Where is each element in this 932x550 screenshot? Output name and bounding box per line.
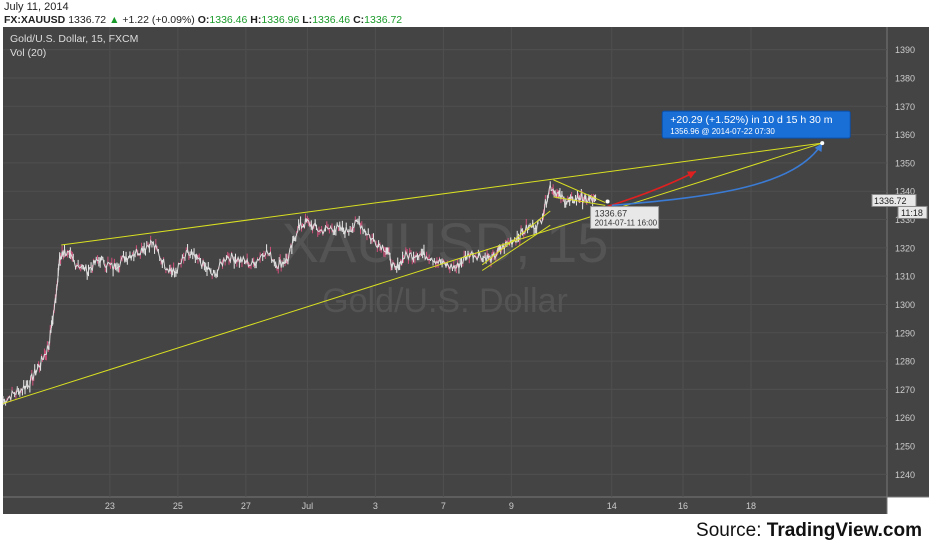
high-value: 1336.96: [261, 14, 300, 26]
y-tick-label: 1390: [895, 45, 915, 55]
symbol[interactable]: FX:XAUUSD: [4, 14, 66, 26]
projection-arrows: [601, 142, 823, 209]
countdown-tag-text: 11:18: [901, 208, 923, 218]
point-anchor: [605, 199, 610, 204]
legend-instrument[interactable]: Gold/U.S. Dollar, 15, FXCM: [10, 33, 138, 45]
price-chart[interactable]: XAUUSD, 15 Gold/U.S. Dollar Gold/U.S. Do…: [0, 0, 932, 514]
wedge-lower[interactable]: [481, 224, 551, 271]
countdown-tag: [897, 205, 928, 219]
measure-callout-line2: 1356.96 @ 2014-07-22 07:30: [670, 127, 775, 136]
wedge-upper[interactable]: [481, 210, 551, 266]
point-callout-line1: 1336.67: [595, 209, 628, 219]
flag-bottom[interactable]: [553, 196, 606, 206]
watermark-name: Gold/U.S. Dollar: [322, 282, 568, 320]
source-prefix: Source:: [696, 520, 767, 541]
close-value: 1336.72: [364, 14, 403, 26]
low-value: 1336.46: [312, 14, 351, 26]
upper-channel[interactable]: [61, 142, 823, 246]
footer: Source: TradingView.com: [0, 514, 932, 550]
x-axis-ticks: 23 25 27 Jul 3 7 9 14 16 18: [105, 501, 756, 511]
y-tick-label: 1290: [895, 328, 915, 338]
measure-callout-line1: +20.29 (+1.52%) in 10 d 15 h 30 m: [670, 114, 833, 126]
time-axis[interactable]: [3, 497, 887, 514]
price-labels: 1336.72 11:18: [871, 194, 928, 219]
price-line: [2, 184, 597, 404]
last-price-tag: [871, 194, 917, 208]
close-label: C:: [353, 14, 365, 26]
y-tick-label: 1370: [895, 102, 915, 112]
flag-top[interactable]: [553, 179, 606, 204]
y-tick-label: 1300: [895, 300, 915, 310]
y-tick-label: 1330: [895, 215, 915, 225]
callouts: +20.29 (+1.52%) in 10 d 15 h 30 m1356.96…: [590, 110, 851, 230]
low-label: L:: [302, 14, 313, 26]
chart-date: July 11, 2014: [4, 1, 69, 13]
trendlines: [2, 142, 823, 405]
y-tick-label: 1320: [895, 243, 915, 253]
red-projection-head: [687, 171, 696, 179]
open-value: 1336.46: [209, 14, 248, 26]
price-change: +1.22 (+0.09%): [122, 14, 195, 26]
price-series: [2, 181, 597, 406]
y-axis-ticks: 1240 1250 1260 1270 1280 1290 1300 1310 1320 1330…: [895, 45, 915, 480]
blue-projection-head: [814, 143, 823, 152]
x-tick-label: 18: [746, 501, 756, 511]
y-tick-label: 1360: [895, 130, 915, 140]
point-callout-box[interactable]: [590, 206, 660, 230]
y-tick-label: 1350: [895, 158, 915, 168]
y-tick-label: 1240: [895, 470, 915, 480]
y-tick-label: 1340: [895, 187, 915, 197]
x-tick-label: 14: [607, 501, 617, 511]
measure-anchor: [820, 141, 825, 146]
y-tick-label: 1310: [895, 272, 915, 282]
x-tick-label: Jul: [302, 501, 314, 511]
y-tick-label: 1280: [895, 357, 915, 367]
last-price-tag-text: 1336.72: [874, 196, 907, 206]
x-tick-label: 27: [241, 501, 251, 511]
x-tick-label: 9: [509, 501, 514, 511]
up-arrow-icon: ▲: [109, 14, 120, 26]
x-tick-label: 25: [173, 501, 183, 511]
quote-line: FX:XAUUSD 1336.72 ▲ +1.22 (+0.09%) O:133…: [4, 14, 402, 26]
x-tick-label: 7: [441, 501, 446, 511]
point-callout-line2: 2014-07-11 16:00: [595, 219, 658, 228]
y-tick-label: 1250: [895, 442, 915, 452]
lower-channel[interactable]: [2, 142, 823, 405]
y-tick-label: 1380: [895, 73, 915, 83]
open-label: O:: [197, 14, 210, 26]
grid: [3, 27, 887, 497]
measure-callout-box[interactable]: [661, 110, 851, 139]
x-tick-label: 16: [678, 501, 688, 511]
legend-indicator[interactable]: Vol (20): [10, 47, 46, 59]
last-price: 1336.72: [68, 14, 107, 26]
source-name[interactable]: TradingView.com: [766, 520, 922, 541]
y-tick-label: 1270: [895, 385, 915, 395]
price-axis[interactable]: [887, 27, 929, 497]
x-tick-label: 3: [373, 501, 378, 511]
source-credit: Source: TradingView.com: [696, 520, 922, 542]
high-label: H:: [250, 14, 262, 26]
x-tick-label: 23: [105, 501, 115, 511]
y-tick-label: 1260: [895, 413, 915, 423]
blue-projection[interactable]: [611, 142, 823, 207]
